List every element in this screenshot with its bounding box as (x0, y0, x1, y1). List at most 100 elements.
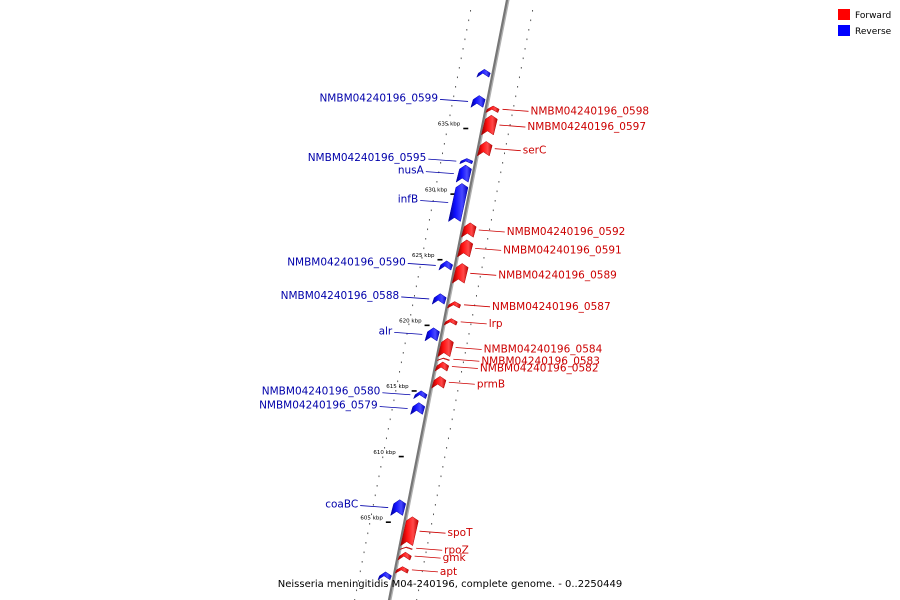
guide-dot (462, 48, 464, 50)
guide-dot (532, 10, 534, 12)
guide-dot (443, 143, 445, 145)
guide-dot (384, 447, 386, 449)
guide-dot (445, 133, 447, 136)
gene-label[interactable]: NMBM04240196_0595 (308, 152, 427, 164)
label-leader-line (502, 108, 529, 112)
gene-label[interactable]: NMBM04240196_0589 (498, 269, 617, 281)
gene-label[interactable]: NMBM04240196_0599 (319, 92, 438, 104)
guide-dot (455, 86, 457, 88)
label-leader-line (475, 247, 502, 251)
scale-tick (450, 193, 456, 195)
gene-labels: aptgmkrpoZspoTcoaBCNMBM04240196_0579NMBM… (259, 92, 649, 577)
gene-arrow[interactable] (476, 68, 491, 78)
gene-arrow-nmbm04240196_0589[interactable] (451, 263, 469, 284)
guide-dot (449, 428, 451, 430)
gene-label[interactable]: NMBM04240196_0579 (259, 399, 378, 411)
gene-arrow-nmbm04240196_0588[interactable] (431, 293, 447, 305)
gene-label[interactable]: coaBC (325, 499, 358, 511)
gene-label[interactable]: lrp (489, 318, 503, 330)
backbone-line (387, 0, 509, 600)
gene-label[interactable]: NMBM04240196_0582 (480, 363, 599, 375)
guide-dot (485, 247, 487, 250)
gene-arrow-nmbm04240196_0591[interactable] (457, 239, 474, 258)
gene-arrow-prmb[interactable] (431, 376, 447, 389)
gene-arrow-lrp[interactable] (443, 318, 458, 326)
guide-dot (481, 266, 483, 269)
gene-label[interactable]: NMBM04240196_0598 (531, 105, 650, 117)
legend: Forward Reverse (838, 9, 892, 37)
gene-arrow-apt[interactable] (394, 566, 409, 574)
label-leader-line (420, 200, 449, 203)
gene-label[interactable]: NMBM04240196_0584 (484, 343, 603, 355)
gene-label[interactable]: NMBM04240196_0587 (492, 301, 611, 313)
guide-dot (477, 285, 479, 288)
gene-arrow-alr[interactable] (424, 327, 440, 342)
label-leader-line (440, 99, 469, 102)
label-leader-line (460, 321, 487, 325)
guide-dot (479, 276, 481, 278)
guide-dot (468, 333, 470, 335)
gene-label[interactable]: NMBM04240196_0588 (281, 290, 400, 302)
gene-arrow-nmbm04240196_0599[interactable] (470, 95, 486, 108)
guide-dot (457, 390, 459, 392)
gene-label[interactable]: spoT (448, 527, 474, 539)
gene-arrow-serc[interactable] (476, 141, 493, 157)
gene-arrow-nmbm04240196_0598[interactable] (485, 105, 500, 114)
label-leader-line (470, 272, 497, 276)
gene-arrow-spot[interactable] (400, 516, 419, 547)
gene-arrow-infb[interactable] (448, 183, 469, 223)
gene-label[interactable]: serC (523, 145, 547, 157)
gene-arrow[interactable] (377, 571, 392, 581)
gene-label[interactable]: NMBM04240196_0580 (262, 386, 381, 398)
guide-dot (483, 257, 485, 259)
scale-tick-label: 635 kbp (438, 122, 461, 128)
gene-arrow-rpoz[interactable] (399, 546, 413, 551)
gene-label[interactable]: apt (440, 566, 457, 578)
gene-arrow-nmbm04240196_0582[interactable] (434, 361, 450, 372)
guide-dot (451, 105, 453, 107)
guide-dot (504, 152, 506, 155)
guide-dot (507, 133, 509, 136)
guide-dot (518, 76, 520, 79)
gene-arrow-nusa[interactable] (455, 164, 472, 183)
gene-label[interactable]: rpoZ (444, 544, 469, 556)
gene-arrow-coabc[interactable] (390, 499, 407, 517)
guide-dot (356, 589, 358, 592)
guide-dot (470, 10, 472, 12)
guide-dot (421, 257, 423, 259)
guide-dot (404, 342, 406, 345)
guide-dot (400, 361, 402, 364)
gene-arrow-gmk[interactable] (397, 551, 412, 561)
guide-dot (431, 523, 433, 525)
gene-label[interactable]: gmk (443, 552, 467, 564)
label-leader-line (360, 505, 389, 508)
gene-arrow-nmbm04240196_0590[interactable] (438, 260, 453, 271)
gene-label[interactable]: NMBM04240196_0591 (503, 244, 622, 256)
gene-arrow-nmbm04240196_0595[interactable] (459, 158, 474, 165)
gene-label[interactable]: nusA (398, 165, 425, 177)
gene-arrow-nmbm04240196_0597[interactable] (481, 114, 498, 136)
scale-tick (411, 390, 417, 392)
gene-label[interactable]: alr (379, 325, 393, 337)
gene-label[interactable]: infB (398, 193, 418, 205)
guide-dot (429, 532, 431, 535)
guide-dot (442, 466, 444, 468)
gene-label[interactable]: NMBM04240196_0583 (481, 355, 600, 367)
gene-features (377, 68, 500, 581)
scale-tick-label: 630 kbp (425, 187, 448, 193)
guide-dot (460, 57, 462, 60)
gene-arrow-nmbm04240196_0592[interactable] (460, 222, 477, 238)
guide-dot (468, 19, 470, 22)
gene-label[interactable]: prmB (477, 378, 505, 390)
gene-arrow-nmbm04240196_0579[interactable] (410, 402, 426, 415)
gene-arrow-nmbm04240196_0587[interactable] (446, 301, 462, 309)
guide-dot (449, 114, 451, 117)
gene-arrow-nmbm04240196_0583[interactable] (436, 357, 451, 362)
guide-dot (371, 513, 373, 516)
label-leader-line (464, 304, 491, 308)
gene-label[interactable]: NMBM04240196_0592 (507, 226, 626, 238)
gene-arrow-nmbm04240196_0584[interactable] (437, 337, 454, 358)
gene-arrow-nmbm04240196_0580[interactable] (413, 390, 428, 400)
gene-label[interactable]: NMBM04240196_0597 (527, 121, 646, 133)
gene-label[interactable]: NMBM04240196_0590 (287, 256, 406, 268)
